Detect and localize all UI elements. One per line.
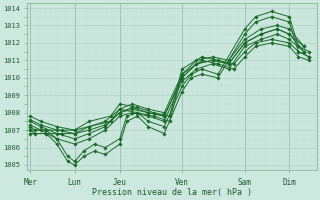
X-axis label: Pression niveau de la mer( hPa ): Pression niveau de la mer( hPa ) [92, 188, 252, 197]
